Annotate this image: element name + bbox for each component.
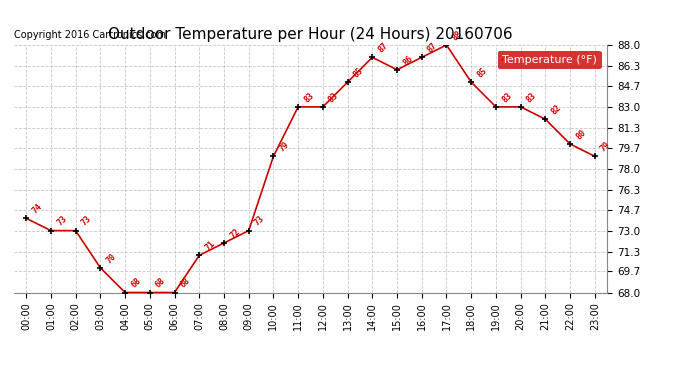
Text: 73: 73: [80, 214, 93, 228]
Text: Copyright 2016 Cartronics.com: Copyright 2016 Cartronics.com: [14, 30, 166, 40]
Text: 83: 83: [327, 91, 340, 104]
Text: 73: 73: [55, 214, 68, 228]
Text: 72: 72: [228, 227, 242, 240]
Legend: Temperature (°F): Temperature (°F): [498, 51, 602, 69]
Text: 71: 71: [204, 239, 217, 253]
Text: 85: 85: [352, 66, 365, 80]
Text: 79: 79: [599, 140, 613, 154]
Text: 68: 68: [129, 276, 143, 290]
Text: 87: 87: [377, 41, 390, 55]
Text: 80: 80: [574, 128, 588, 141]
Text: 68: 68: [154, 276, 168, 290]
Text: 79: 79: [277, 140, 291, 154]
Text: 83: 83: [302, 91, 316, 104]
Text: 86: 86: [401, 54, 415, 67]
Text: 85: 85: [475, 66, 489, 80]
Text: 88: 88: [451, 29, 464, 42]
Title: Outdoor Temperature per Hour (24 Hours) 20160706: Outdoor Temperature per Hour (24 Hours) …: [108, 27, 513, 42]
Text: 87: 87: [426, 41, 440, 55]
Text: 70: 70: [104, 252, 118, 265]
Text: 82: 82: [549, 103, 563, 117]
Text: 83: 83: [500, 91, 513, 104]
Text: 74: 74: [30, 202, 43, 216]
Text: 83: 83: [525, 91, 538, 104]
Text: 68: 68: [179, 276, 192, 290]
Text: 73: 73: [253, 214, 266, 228]
